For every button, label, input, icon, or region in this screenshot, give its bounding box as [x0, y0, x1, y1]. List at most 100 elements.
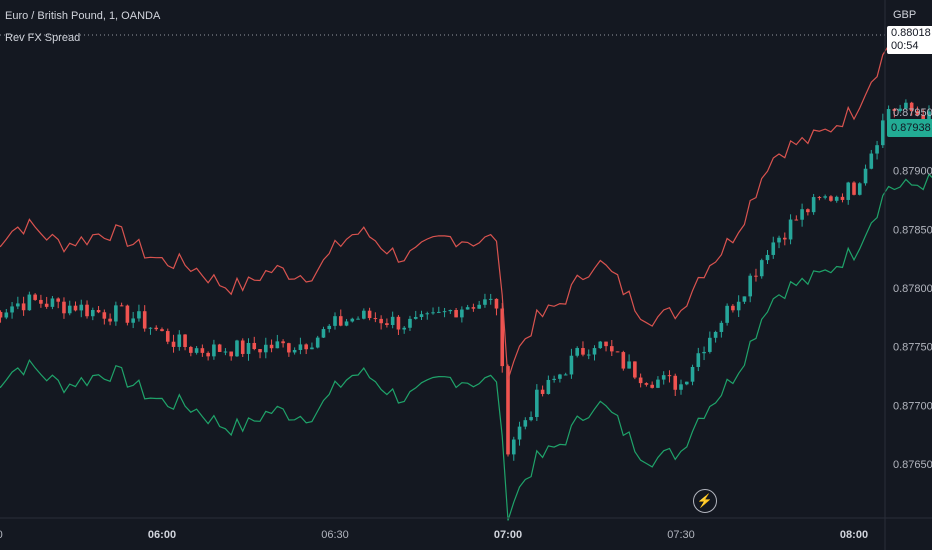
- candle-body: [79, 304, 84, 311]
- candle-body: [379, 318, 383, 324]
- candle-body: [800, 209, 804, 220]
- price-tick-label: 0.87850: [893, 224, 932, 236]
- candle-body: [39, 299, 43, 304]
- candle-body: [298, 344, 303, 350]
- candle-body: [396, 316, 401, 330]
- candle-body: [742, 296, 747, 302]
- candle-body: [240, 340, 245, 354]
- candle-body: [535, 389, 539, 417]
- candle-body: [909, 102, 914, 112]
- candle-body: [725, 305, 729, 323]
- indicator-legend[interactable]: Rev FX Spread: [5, 32, 81, 44]
- candle-body: [73, 305, 78, 311]
- candles: [0, 99, 931, 461]
- candle-body: [177, 334, 182, 347]
- price-tick-label: 0.87750: [893, 342, 932, 354]
- candle-body: [754, 275, 758, 277]
- candle-body: [264, 344, 268, 353]
- candle-body: [183, 334, 187, 348]
- candle-body: [229, 351, 233, 357]
- candle-body: [511, 439, 516, 455]
- candle-body: [21, 303, 26, 311]
- candle-body: [633, 361, 637, 378]
- candle-body: [321, 329, 326, 338]
- candle-body: [667, 375, 672, 377]
- last-price-value: 0.88018: [891, 27, 931, 39]
- candle-body: [477, 304, 481, 309]
- candle-body: [287, 343, 291, 353]
- candle-body: [362, 310, 366, 319]
- price-axis[interactable]: 0.87950 0.87900 0.87850 0.87800 0.87750 0.877…: [893, 107, 932, 471]
- spread-bands: [0, 32, 932, 521]
- candle-body: [690, 366, 695, 382]
- candle-body: [731, 305, 735, 311]
- indicator-value-tag: 0.87938: [887, 119, 932, 137]
- candle-body: [4, 312, 9, 318]
- candle-body: [604, 341, 608, 347]
- candle-body: [448, 310, 453, 312]
- time-axis[interactable]: 05:3006:0006:3007:0007:3008:0008:3009:00…: [0, 529, 932, 541]
- candle-body: [875, 145, 879, 154]
- symbol-title[interactable]: Euro / British Pound, 1, OANDA: [5, 10, 161, 22]
- candle-body: [27, 294, 32, 311]
- candle-body: [546, 379, 551, 394]
- candle-body: [281, 341, 285, 344]
- candle-body: [898, 108, 902, 111]
- candle-body: [863, 168, 868, 184]
- candle-body: [834, 196, 839, 201]
- candle-body: [431, 312, 435, 314]
- candle-body: [465, 307, 470, 310]
- candle-body: [471, 307, 476, 309]
- lightning-icon[interactable]: ⚡: [693, 489, 717, 513]
- currency-label[interactable]: GBP: [893, 9, 917, 21]
- bar-countdown: 00:54: [891, 40, 919, 52]
- candle-body: [16, 303, 20, 307]
- candle-body: [673, 375, 678, 390]
- candle-body: [852, 182, 856, 195]
- candle-body: [165, 331, 170, 342]
- candle-body: [881, 120, 885, 146]
- candle-body: [927, 111, 931, 124]
- candle-body: [292, 349, 297, 353]
- candle-body: [344, 321, 349, 326]
- candle-body: [194, 348, 199, 353]
- candle-body: [131, 318, 135, 323]
- candle-body: [0, 311, 3, 318]
- candle-body: [702, 351, 706, 354]
- time-tick-label: 06:30: [321, 529, 349, 541]
- time-tick-label: 08:00: [840, 529, 868, 541]
- upper-band-line: [0, 32, 932, 380]
- candle-body: [304, 344, 308, 350]
- time-tick-label: 06:00: [148, 529, 176, 541]
- price-tick-label: 0.87650: [893, 459, 932, 471]
- candle-body: [373, 318, 378, 320]
- candle-body: [644, 383, 649, 385]
- candle-body: [125, 305, 130, 323]
- candle-body: [529, 416, 533, 421]
- candle-body: [108, 318, 112, 322]
- candle-body: [390, 316, 395, 326]
- candle-body: [788, 219, 793, 240]
- candle-body: [96, 310, 101, 313]
- candle-body: [598, 341, 603, 349]
- candle-body: [419, 314, 424, 318]
- candle-body: [581, 348, 585, 355]
- candle-body: [385, 323, 389, 326]
- candle-body: [708, 337, 712, 352]
- candle-body: [569, 355, 574, 375]
- candle-body: [413, 317, 418, 319]
- candle-body: [333, 316, 337, 326]
- candle-body: [915, 111, 920, 115]
- candle-body: [10, 306, 14, 313]
- candle-body: [506, 366, 510, 455]
- candle-body: [85, 304, 89, 317]
- candle-body: [102, 312, 107, 319]
- candle-body: [558, 374, 562, 379]
- candle-body: [338, 316, 343, 326]
- candle-body: [62, 301, 66, 314]
- candle-body: [189, 347, 193, 353]
- candle-body: [823, 196, 827, 198]
- candle-body: [500, 308, 505, 367]
